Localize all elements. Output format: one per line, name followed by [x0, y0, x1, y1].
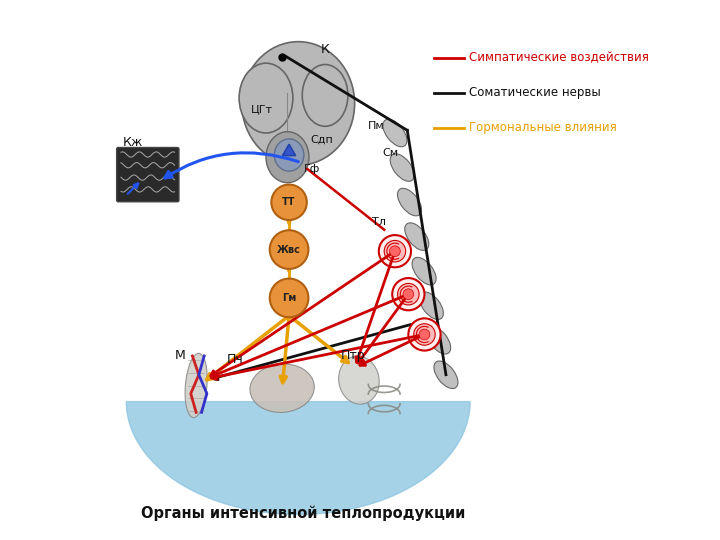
Text: Органы интенсивной теплопродукции: Органы интенсивной теплопродукции — [141, 505, 466, 521]
Circle shape — [414, 323, 435, 345]
Ellipse shape — [419, 292, 444, 320]
Ellipse shape — [250, 364, 315, 413]
Circle shape — [403, 289, 414, 300]
Ellipse shape — [338, 356, 379, 404]
Text: Гормональные влияния: Гормональные влияния — [469, 121, 617, 134]
Text: Кж: Кж — [123, 136, 143, 148]
Ellipse shape — [266, 132, 309, 183]
Ellipse shape — [242, 42, 355, 165]
Polygon shape — [126, 402, 470, 515]
Text: Сдп: Сдп — [310, 134, 333, 145]
Circle shape — [270, 279, 308, 318]
Text: Гф: Гф — [304, 164, 320, 174]
Ellipse shape — [412, 258, 436, 285]
Ellipse shape — [302, 64, 348, 126]
Circle shape — [408, 319, 441, 350]
Ellipse shape — [427, 327, 451, 354]
Text: ЦГт: ЦГт — [251, 104, 273, 114]
Text: Жвс: Жвс — [277, 245, 301, 254]
Text: Гм: Гм — [282, 293, 296, 303]
Circle shape — [271, 185, 307, 220]
Ellipse shape — [185, 353, 207, 417]
Text: Птр: Птр — [341, 349, 366, 362]
Ellipse shape — [405, 223, 429, 251]
Ellipse shape — [434, 361, 458, 388]
Circle shape — [384, 240, 405, 262]
Circle shape — [419, 329, 430, 340]
Text: К: К — [320, 43, 330, 56]
Ellipse shape — [397, 188, 421, 216]
Circle shape — [379, 235, 411, 267]
Text: Тл: Тл — [372, 217, 386, 227]
Ellipse shape — [239, 63, 293, 133]
Ellipse shape — [274, 139, 304, 171]
Text: М: М — [175, 349, 186, 362]
Text: Соматические нервы: Соматические нервы — [469, 86, 600, 99]
Text: См: См — [382, 148, 398, 158]
Ellipse shape — [383, 119, 407, 147]
Text: Пч: Пч — [227, 353, 244, 366]
Text: Симпатические воздействия: Симпатические воздействия — [469, 51, 649, 64]
Circle shape — [390, 246, 400, 256]
FancyBboxPatch shape — [117, 147, 179, 202]
Text: ТТ: ТТ — [282, 197, 296, 207]
Circle shape — [392, 278, 425, 310]
Circle shape — [397, 284, 419, 305]
Circle shape — [270, 230, 308, 269]
Text: Пм: Пм — [368, 121, 384, 131]
Ellipse shape — [390, 154, 414, 181]
